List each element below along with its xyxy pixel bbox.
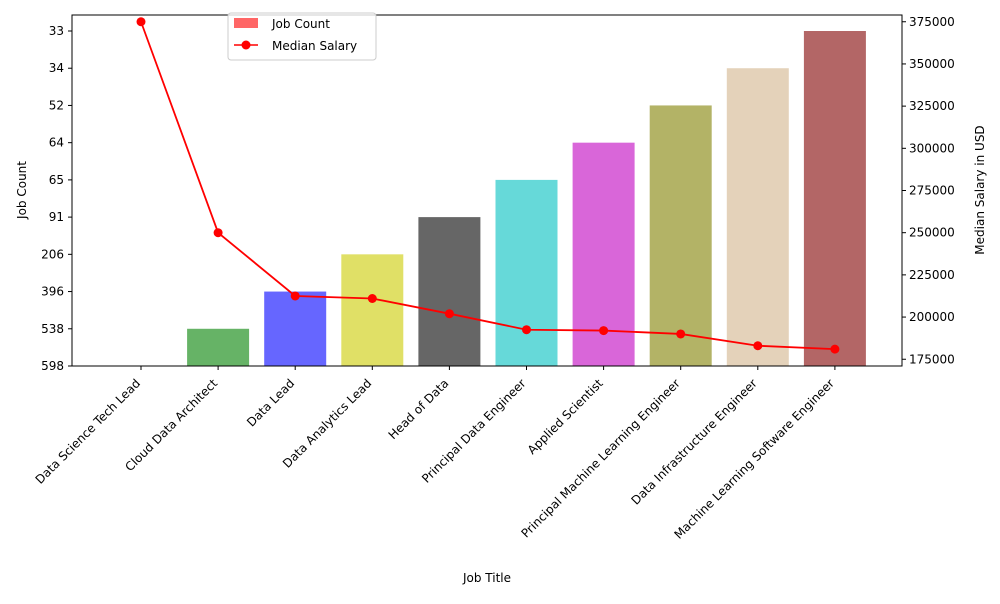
x-tick-label: Data Science Tech Lead (33, 376, 144, 487)
bar-10 (803, 31, 866, 366)
legend-label-median-salary: Median Salary (272, 39, 357, 53)
salary-line-layer (136, 17, 840, 354)
right-axis: 175000 200000 225000 250000 275000 300000 3250… (902, 15, 955, 366)
median-salary-point-9 (753, 341, 763, 351)
legend-swatch-median-salary-marker (241, 40, 251, 50)
x-tick-label: Head of Data (386, 376, 452, 442)
y-tick-label: 34 (49, 61, 64, 75)
x-axis-title: Job Title (462, 571, 511, 585)
y-axis-title: Job Count (15, 161, 29, 220)
median-salary-point-6 (522, 325, 531, 335)
legend: Job Count Median Salary (227, 12, 377, 61)
legend-box (227, 12, 377, 61)
y-tick-label: 538 (41, 322, 64, 336)
median-salary-point-8 (676, 329, 686, 339)
bar-3 (264, 291, 327, 366)
bar-4 (341, 254, 404, 366)
x-tick-label: Data Infrastructure Engineer (629, 376, 760, 507)
y-tick-label: 52 (49, 98, 64, 112)
y-tick-label: 396 (41, 285, 64, 299)
left-axis: 598 538 396 206 91 65 64 52 34 33 (41, 24, 72, 373)
median-salary-point-10 (830, 344, 840, 354)
y-tick-label: 598 (41, 359, 64, 373)
median-salary-point-2 (213, 228, 223, 238)
y2-tick-label: 175000 (909, 352, 955, 366)
bar-2 (187, 328, 250, 366)
y2-tick-label: 275000 (909, 184, 955, 198)
y2-tick-label: 350000 (909, 57, 955, 71)
bar-5 (418, 217, 481, 366)
median-salary-line (140, 21, 835, 351)
y2-tick-label: 375000 (909, 15, 955, 29)
median-salary-point-5 (444, 309, 454, 319)
y2-tick-label: 225000 (909, 268, 955, 282)
legend-label-job-count: Job Count (271, 17, 330, 31)
y2-tick-label: 250000 (909, 226, 955, 240)
bar-9 (726, 68, 789, 366)
y-tick-label: 65 (49, 173, 64, 187)
x-tick-label: Data Analytics Lead (280, 376, 374, 470)
x-tick-label: Applied Scientist (525, 376, 606, 457)
y-tick-label: 91 (49, 210, 64, 224)
legend-swatch-job-count (234, 18, 258, 28)
median-salary-point-1 (136, 17, 146, 27)
x-tick-label: Data Lead (244, 376, 297, 429)
x-tick-label: Principal Machine Learning Engineer (519, 376, 683, 540)
y2-tick-label: 200000 (909, 310, 955, 324)
y-tick-label: 64 (49, 136, 64, 150)
y2-tick-label: 300000 (909, 141, 955, 155)
y-tick-label: 33 (49, 24, 64, 38)
bar-6 (495, 179, 558, 366)
y2-tick-label: 325000 (909, 99, 955, 113)
bars-layer (187, 31, 866, 366)
y-tick-label: 206 (41, 247, 64, 261)
median-salary-point-7 (599, 326, 609, 336)
y2-axis-title: Median Salary in USD (973, 125, 987, 254)
x-tick-label: Machine Learning Software Engineer (671, 376, 837, 542)
median-salary-point-4 (367, 294, 377, 303)
median-salary-point-3 (290, 291, 300, 301)
bar-8 (649, 105, 712, 366)
